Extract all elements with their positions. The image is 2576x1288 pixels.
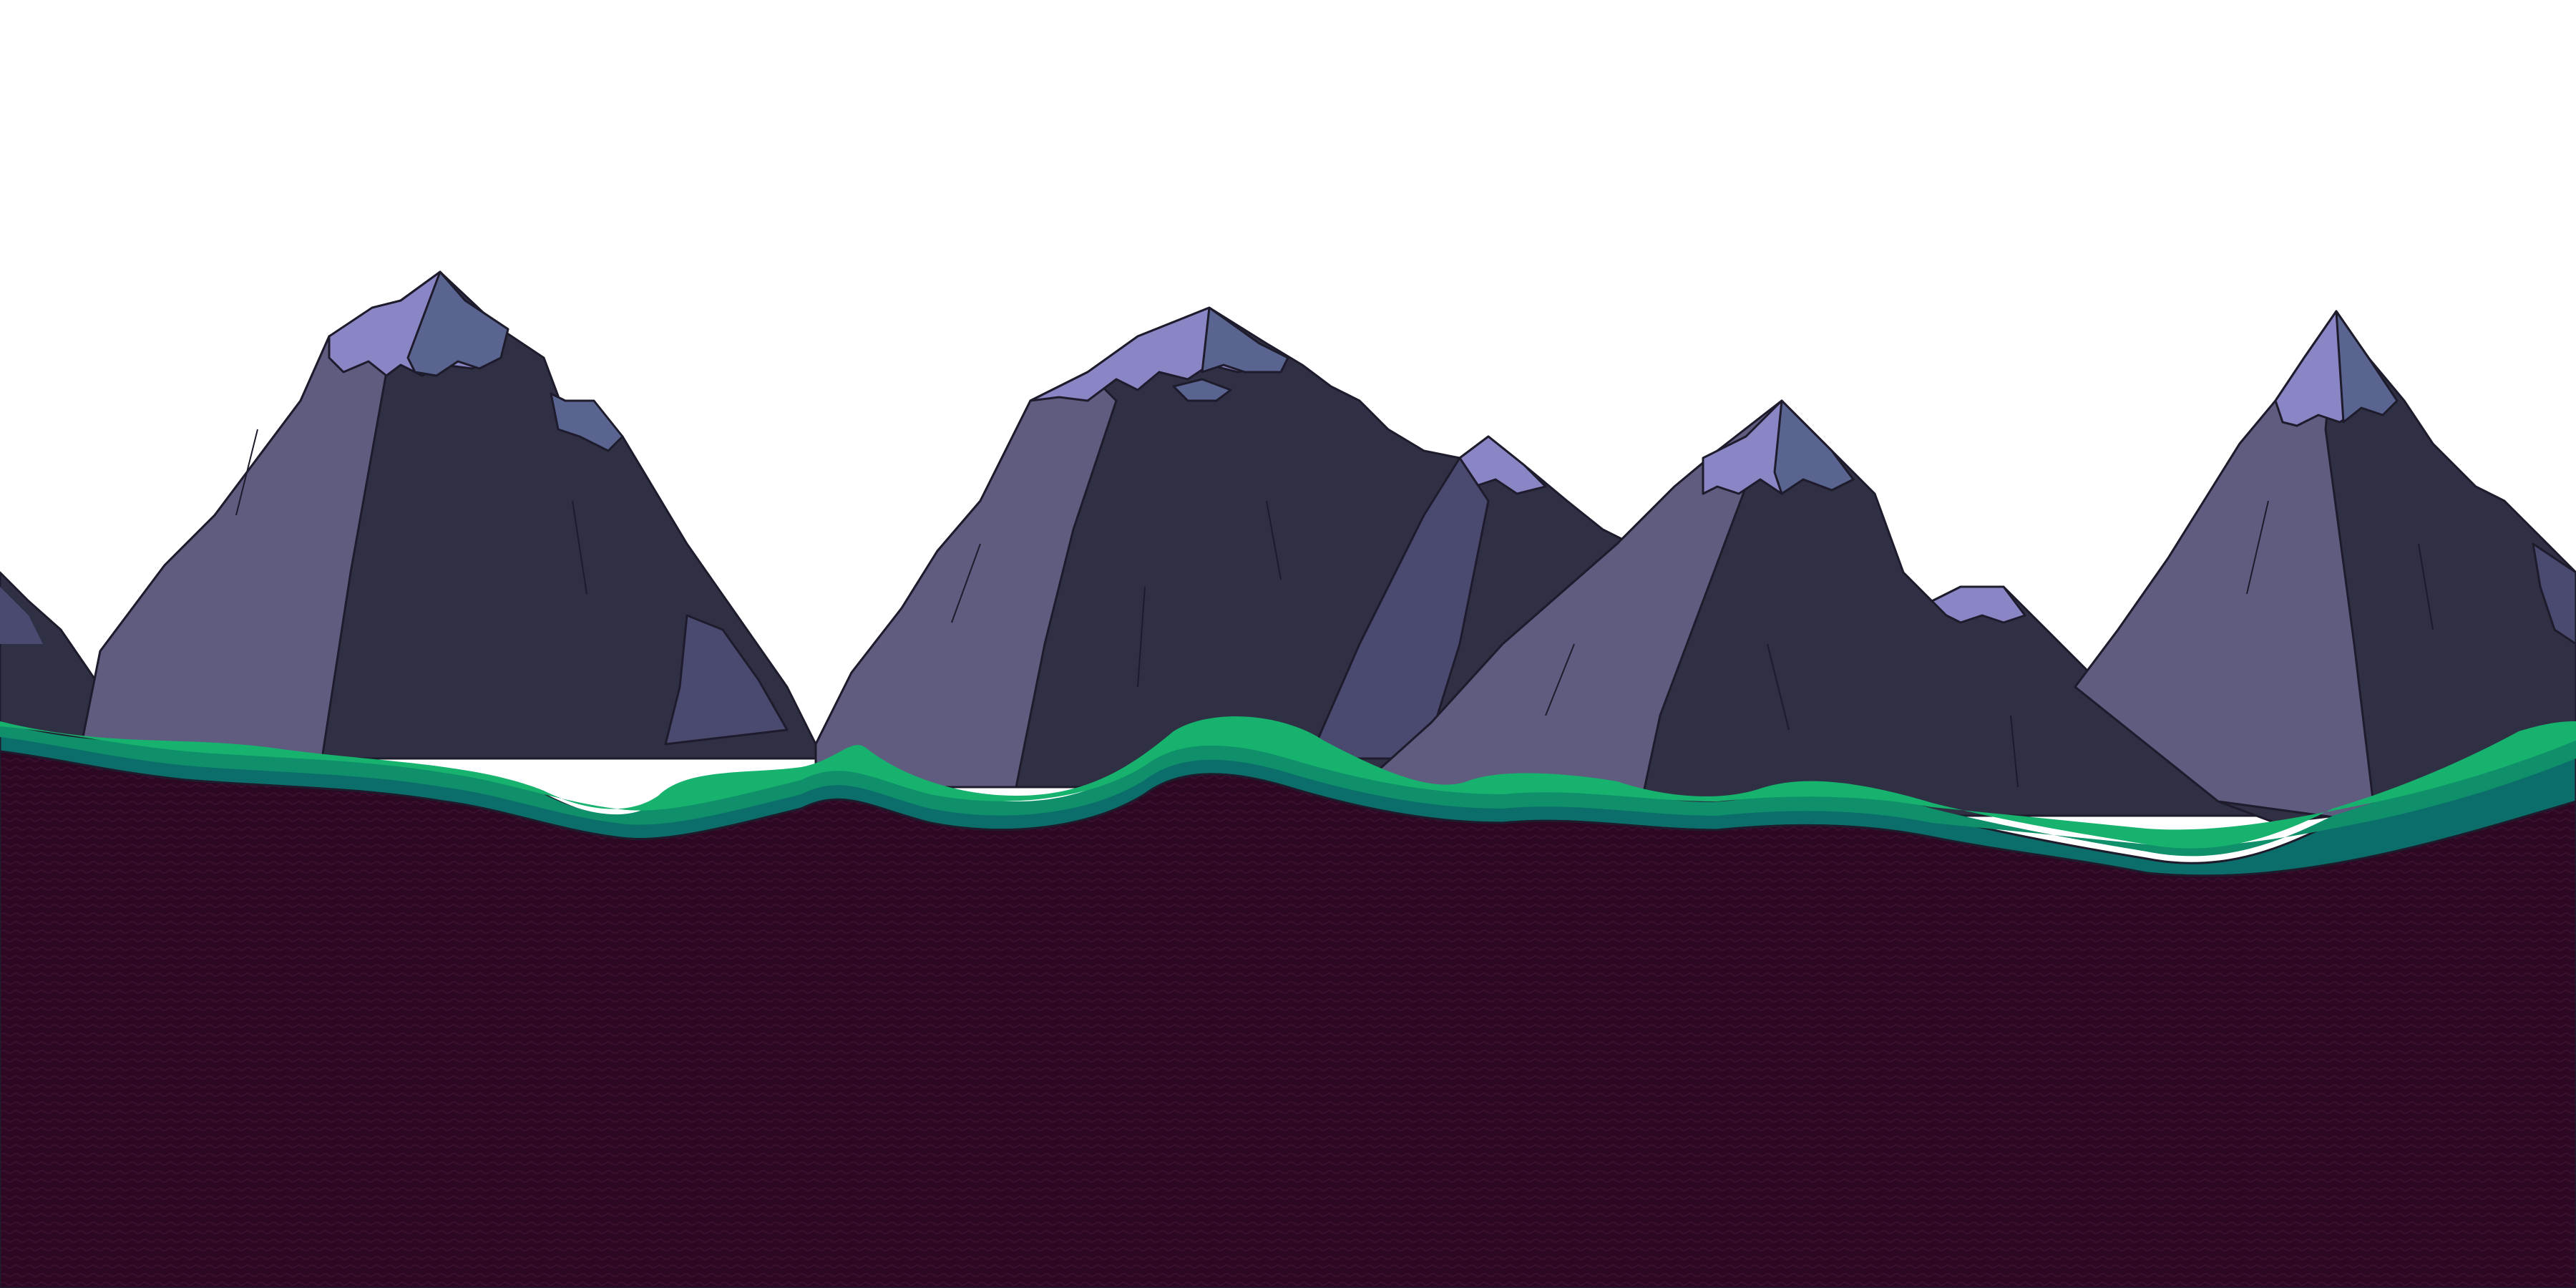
mountain-range (0, 270, 2576, 824)
mountain-3 (1358, 399, 2291, 817)
mountain-1 (77, 270, 824, 760)
dirt-ground (0, 750, 2576, 1288)
mountain-4 (2074, 310, 2576, 824)
grass-mid (0, 720, 2576, 857)
mountain-2 (814, 306, 1633, 789)
grass-top (0, 716, 2576, 849)
